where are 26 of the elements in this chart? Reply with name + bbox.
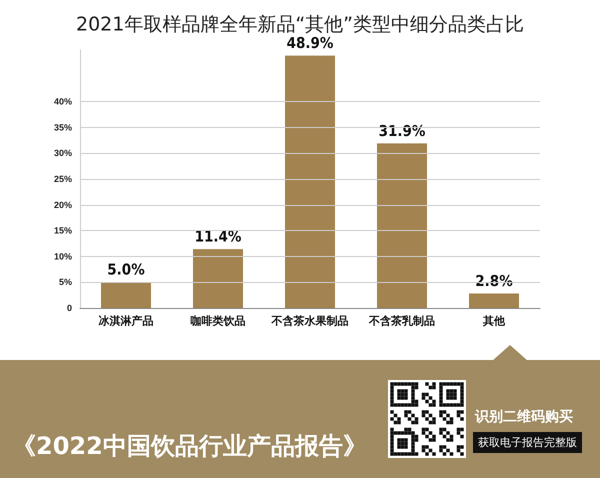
y-tick-label: 5% xyxy=(58,277,72,288)
y-tick-label: 30% xyxy=(54,148,72,158)
data-label: 48.9% xyxy=(286,34,334,52)
x-tick-label: 不含茶水果制品 xyxy=(270,314,348,328)
text: 《2022中国饮品行业产品报告》 xyxy=(12,431,367,462)
y-tick-label: 0 xyxy=(66,303,72,313)
bar xyxy=(193,249,243,308)
y-tick-label: 20% xyxy=(54,200,72,210)
x-tick-label: 冰淇淋产品 xyxy=(98,314,154,328)
bar xyxy=(377,143,427,308)
y-tick-label: 15% xyxy=(54,226,72,236)
x-tick-label: 不含茶乳制品 xyxy=(368,314,435,328)
data-label: 5.0% xyxy=(107,260,146,279)
y-tick-label: 40% xyxy=(54,96,72,107)
x-tick-label: 咖啡类饮品 xyxy=(190,314,246,328)
y-tick-label: 10% xyxy=(54,251,72,262)
bar xyxy=(285,56,335,308)
x-tick-label: 其他 xyxy=(482,314,506,328)
data-label: 11.4% xyxy=(194,228,242,246)
bar xyxy=(101,282,151,308)
text: 识别二维码购买 xyxy=(475,408,573,426)
y-tick-label: 25% xyxy=(54,174,72,184)
text: 获取电子报告完整版 xyxy=(473,432,582,453)
y-tick-label: 35% xyxy=(54,122,72,132)
bar xyxy=(469,294,519,308)
chart-title: 2021年取样品牌全年新品“其他”类型中细分品类占比 xyxy=(76,14,524,36)
